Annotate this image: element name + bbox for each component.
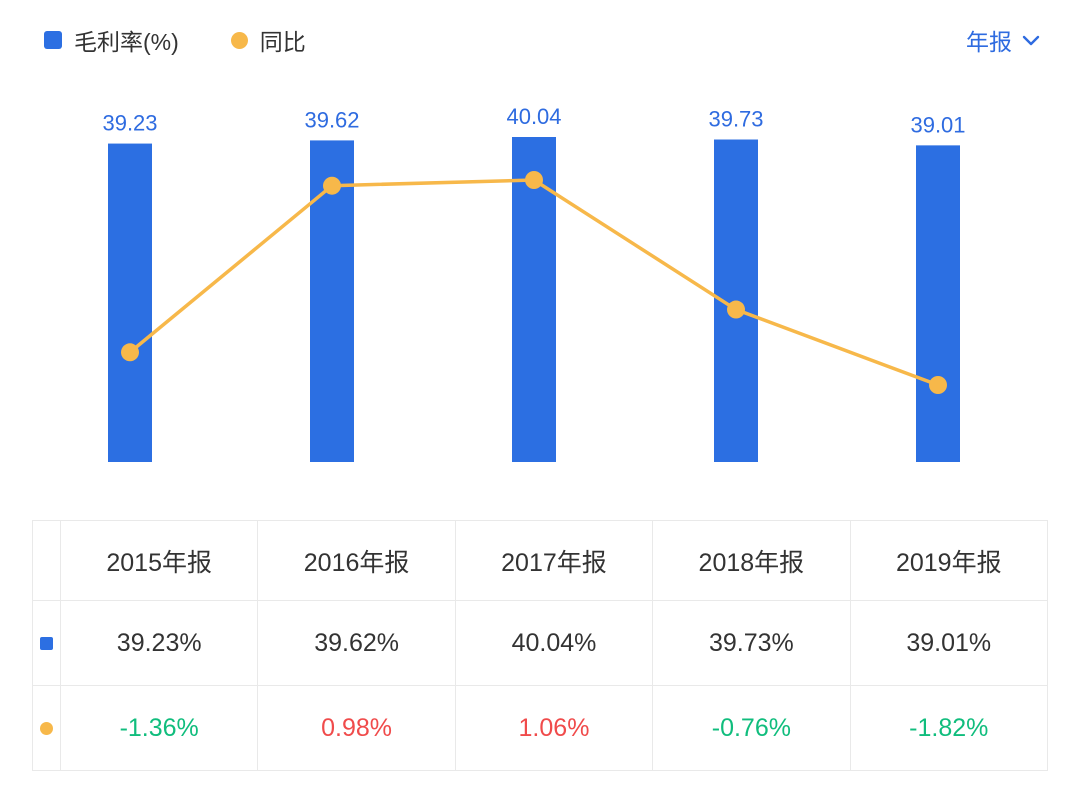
line-series-marker: [230, 31, 248, 49]
data-table: 2015年报 2016年报 2017年报 2018年报 2019年报 39.23…: [32, 520, 1049, 771]
yoy-value-cell: -0.76%: [652, 685, 851, 771]
yoy-value-cell: -1.82%: [849, 685, 1049, 771]
margin-value-cell: 39.73%: [652, 600, 851, 686]
bar-value-label: 39.01: [910, 112, 965, 137]
period-header: 2017年报: [454, 520, 654, 601]
table-row-yoy: -1.36% 0.98% 1.06% -0.76% -1.82%: [32, 685, 1049, 771]
chart-svg: 39.23 39.62 40.04 39.73 39.01: [102, 104, 966, 462]
table-corner-cell: [32, 520, 61, 601]
legend-label-gross-margin: 毛利率(%): [74, 29, 179, 55]
period-header: 2018年报: [652, 520, 851, 601]
margin-value-cell: 39.01%: [849, 600, 1049, 686]
bar-series-marker: [40, 637, 53, 651]
row-marker-cell: [32, 600, 61, 686]
yoy-point: [323, 176, 341, 195]
chart-legend: 毛利率(%) 同比: [44, 23, 306, 57]
legend-label-yoy: 同比: [259, 29, 306, 55]
row-marker-cell: [32, 685, 61, 771]
line-series-marker: [40, 722, 53, 736]
yoy-value-cell: -1.36%: [59, 685, 259, 771]
legend-item-yoy: 同比: [230, 23, 306, 57]
table-row-gross-margin: 39.23% 39.62% 40.04% 39.73% 39.01%: [32, 600, 1049, 686]
margin-value-cell: 39.23%: [59, 600, 259, 686]
yoy-value-cell: 1.06%: [454, 685, 654, 771]
yoy-point: [525, 171, 543, 189]
bar-value-label: 39.62: [304, 107, 359, 132]
period-selector-label: 年报: [966, 29, 1012, 55]
chevron-down-icon: [1022, 35, 1040, 45]
margin-value-cell: 40.04%: [454, 600, 654, 686]
period-selector[interactable]: 年报: [966, 23, 1040, 57]
bar-value-label: 39.23: [102, 111, 157, 136]
yoy-point: [121, 343, 139, 362]
legend-item-gross-margin: 毛利率(%): [44, 23, 179, 57]
margin-value-cell: 39.62%: [257, 600, 456, 686]
bar: [108, 143, 152, 462]
bar: [916, 145, 960, 462]
chart-toolbar: 毛利率(%) 同比 年报: [0, 0, 1080, 80]
yoy-point: [929, 376, 947, 394]
bar-value-label: 40.04: [506, 104, 561, 129]
table-header-row: 2015年报 2016年报 2017年报 2018年报 2019年报: [32, 520, 1049, 601]
period-header: 2019年报: [849, 520, 1049, 601]
period-header: 2016年报: [257, 520, 456, 601]
yoy-point: [727, 300, 745, 319]
bar-series-marker: [44, 31, 62, 49]
bar-value-label: 39.73: [708, 107, 763, 132]
period-header: 2015年报: [59, 520, 259, 601]
yoy-value-cell: 0.98%: [257, 685, 456, 771]
